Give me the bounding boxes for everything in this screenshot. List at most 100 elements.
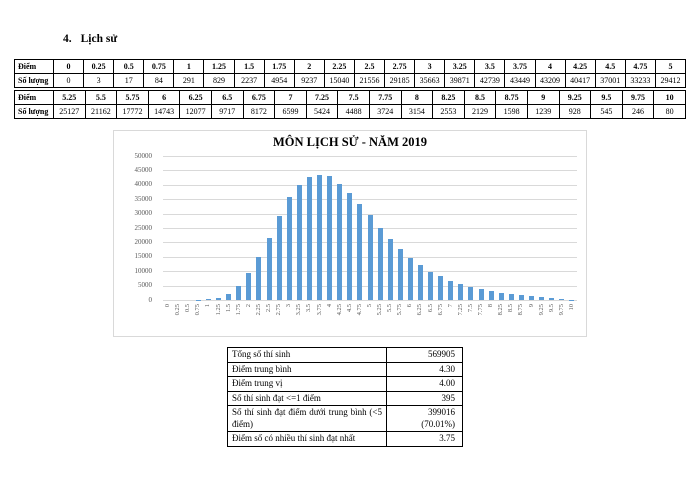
- y-tick-label: 5000: [138, 281, 152, 290]
- gridline: [163, 156, 577, 157]
- x-tick-label: 8.75: [517, 304, 525, 316]
- score-cell: 8.75: [495, 90, 528, 105]
- score-cell: 6.5: [210, 90, 244, 105]
- score-cell: 9.5: [590, 90, 623, 105]
- row-label: Điểm: [14, 59, 54, 74]
- table-row: Số lượng 0 3 17 84 291 829 2237 4954 9237 15040 215…: [14, 73, 687, 88]
- score-cell: 6: [147, 90, 181, 105]
- count-cell: 29185: [384, 73, 416, 88]
- summary-label: Số thí sinh đạt điểm dưới trung bình (<5…: [227, 405, 387, 432]
- bar: [387, 239, 393, 300]
- bar: [317, 174, 322, 300]
- summary-label: Số thí sinh đạt <=1 điểm: [227, 390, 387, 406]
- x-tick-label: 4: [325, 304, 333, 308]
- count-cell: 545: [590, 104, 623, 119]
- chart-title: MÔN LỊCH SỬ - NĂM 2019: [272, 135, 428, 149]
- x-tick-label: 0.25: [174, 304, 182, 316]
- x-tick-label: 10: [567, 304, 575, 311]
- x-tick-label: 1.75: [234, 304, 242, 316]
- count-cell: 9237: [293, 73, 325, 88]
- count-cell: 829: [203, 73, 235, 88]
- score-table-1: Điểm 0 0.25 0.5 0.75 1 1.25 1.5 1.75 2 2.25 2.5 2.75…: [14, 59, 687, 88]
- table-row: Điểm 0 0.25 0.5 0.75 1 1.25 1.5 1.75 2 2.25 2.5 2.75…: [14, 59, 687, 74]
- score-cell: 9: [526, 90, 560, 105]
- score-cell: 8.25: [432, 90, 465, 105]
- score-cell: 9.25: [558, 90, 592, 105]
- bar: [559, 299, 565, 300]
- score-table-2: Điểm 5.25 5.5 5.75 6 6.25 6.5 6.75 7 7.25 7.5 7.75 8…: [14, 90, 686, 119]
- count-cell: 2129: [463, 104, 497, 119]
- x-tick-label: 7: [446, 304, 454, 308]
- score-cell: 5: [654, 59, 687, 74]
- summary-value: 4.00: [386, 376, 463, 392]
- bar: [236, 285, 242, 300]
- count-cell: 246: [621, 104, 655, 119]
- bar: [448, 280, 454, 300]
- score-cell: 7: [274, 90, 307, 105]
- x-tick-label: 1: [204, 304, 212, 308]
- x-tick-label: 9: [527, 304, 535, 308]
- score-cell: 4.5: [594, 59, 626, 74]
- x-tick-label: 3: [285, 304, 293, 308]
- bar: [256, 256, 262, 300]
- bar: [428, 272, 434, 300]
- x-tick-label: 4.5: [345, 304, 353, 313]
- x-tick-label: 3.75: [315, 304, 323, 316]
- row-label: Số lượng: [14, 104, 54, 119]
- count-cell: 1239: [526, 104, 560, 119]
- score-cell: 3.25: [444, 59, 476, 74]
- x-tick-label: 7.75: [477, 304, 485, 316]
- x-tick-label: 5.25: [376, 304, 384, 316]
- x-tick-label: 8: [487, 304, 495, 308]
- count-cell: 80: [653, 104, 686, 119]
- y-tick-label: 25000: [134, 223, 153, 232]
- section-title: Lịch sử: [80, 33, 118, 45]
- x-tick-label: 1.25: [214, 304, 222, 316]
- summary-value: 569905: [386, 347, 463, 363]
- count-cell: 33233: [624, 73, 656, 88]
- score-cell: 1.5: [233, 59, 265, 74]
- count-cell: 35663: [414, 73, 446, 88]
- count-cell: 6599: [274, 104, 307, 119]
- x-tick-label: 6.5: [426, 304, 434, 313]
- count-cell: 14743: [147, 104, 181, 119]
- count-cell: 1598: [495, 104, 528, 119]
- x-tick-label: 0.75: [194, 304, 202, 316]
- column-chart: MÔN LỊCH SỬ - NĂM 2019 0 5000 10000 15000 20…: [113, 130, 587, 337]
- summary-row: Điểm số có nhiều thí sinh đạt nhất 3.75: [227, 431, 463, 447]
- x-tick-label: 3.5: [305, 304, 313, 313]
- gridline: [163, 300, 577, 301]
- bar: [266, 237, 272, 300]
- x-tick-label: 5.75: [396, 304, 404, 316]
- x-tick-label: 2.25: [254, 304, 262, 316]
- count-cell: 3724: [368, 104, 402, 119]
- summary-row: Số thí sinh đạt điểm dưới trung bình (<5…: [227, 405, 463, 432]
- count-cell: 2553: [432, 104, 465, 119]
- x-tick-label: 4.75: [355, 304, 363, 316]
- bar: [518, 295, 524, 300]
- bar: [286, 197, 292, 300]
- bar: [478, 289, 484, 300]
- x-tick-label: 8.25: [497, 304, 505, 316]
- gridline: [163, 184, 577, 186]
- x-tick-label: 2: [244, 304, 252, 308]
- score-cell: 0.5: [113, 59, 145, 74]
- bar: [327, 175, 333, 300]
- count-cell: 21556: [353, 73, 386, 88]
- score-cell: 0: [52, 59, 85, 74]
- y-tick-label: 45000: [134, 165, 153, 174]
- bar: [407, 257, 413, 300]
- summary-value: 395: [386, 390, 463, 406]
- section-number: 4.: [63, 33, 72, 45]
- count-cell: 17: [113, 73, 145, 88]
- bar: [296, 185, 302, 300]
- score-cell: 0.75: [143, 59, 175, 74]
- summary-label: Tổng số thí sinh: [227, 347, 387, 363]
- bar: [205, 299, 211, 300]
- x-tick-label: 8.5: [507, 304, 515, 313]
- count-cell: 2237: [233, 73, 265, 88]
- x-tick-label: 0.5: [184, 304, 192, 313]
- score-cell: 9.75: [621, 90, 655, 105]
- bar: [458, 284, 464, 300]
- summary-label: Điểm số có nhiều thí sinh đạt nhất: [227, 431, 387, 447]
